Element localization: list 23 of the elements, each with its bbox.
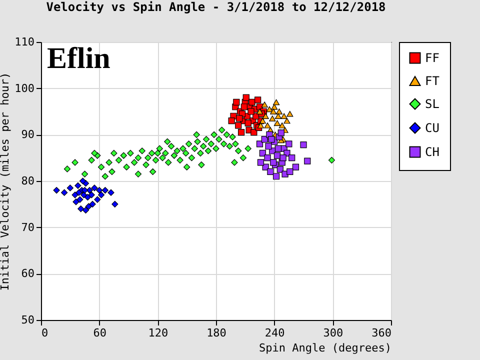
y-tick-label: 110 <box>14 36 34 48</box>
chart-title: Velocity vs Spin Angle - 3/1/2018 to 12/12/2018 <box>46 0 386 14</box>
y-tick-label: 90 <box>21 128 34 142</box>
x-axis-title: Spin Angle (degrees) <box>259 342 392 354</box>
x-tick-label: 180 <box>206 326 226 340</box>
y-tick-label: 80 <box>21 174 34 188</box>
y-tick-label: 100 <box>14 82 34 95</box>
y-tick-label: 60 <box>21 267 34 280</box>
annotation: Eflin <box>47 42 111 75</box>
y-axis-title: Initial Velocity (miles per hour) <box>0 72 12 291</box>
y-tick-label: 50 <box>21 314 34 326</box>
x-tick-label: 120 <box>148 326 168 340</box>
legend-label: FT <box>425 74 440 88</box>
legend-label: SL <box>425 97 440 111</box>
x-tick-label: 300 <box>323 326 344 340</box>
legend-label: CU <box>425 121 440 135</box>
y-tick-label: 70 <box>21 220 34 234</box>
legend-label: CH <box>425 145 440 159</box>
x-tick-label: 360 <box>372 326 392 340</box>
x-tick-label: 60 <box>93 326 106 340</box>
x-tick-label: 0 <box>42 326 48 340</box>
legend-label: FF <box>425 51 440 65</box>
x-tick-label: 240 <box>264 326 285 340</box>
